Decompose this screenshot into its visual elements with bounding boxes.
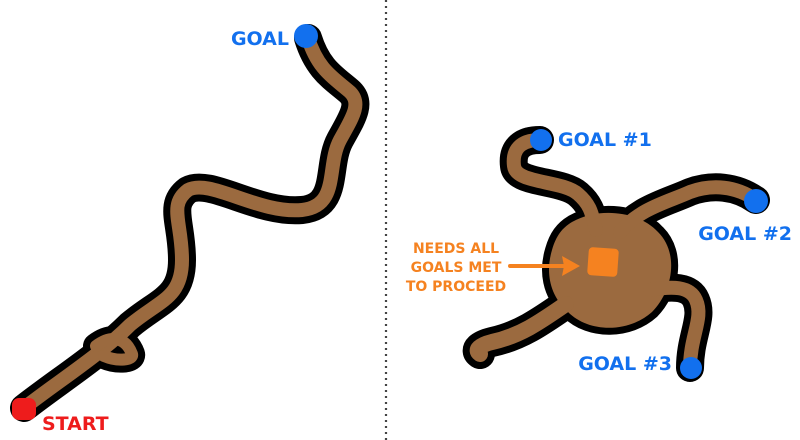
goal-3-dot (680, 357, 702, 379)
goal-3-label: GOAL #3 (578, 353, 672, 375)
gate-note-line-3: TO PROCEED (406, 279, 506, 295)
hub-level-panel: NEEDS ALL GOALS MET TO PROCEED GOAL #1 G… (406, 126, 792, 382)
gate-note-line-2: GOALS MET (411, 260, 502, 276)
goal-dot (294, 24, 318, 48)
goal-1-label: GOAL #1 (558, 129, 652, 151)
gate-arrow (508, 256, 580, 276)
hub-paths (462, 126, 770, 382)
goal-label: GOAL (231, 28, 289, 50)
start-square (12, 398, 36, 420)
goal-2-dot (744, 189, 768, 213)
goal-marker (294, 24, 318, 48)
start-label: START (42, 413, 109, 435)
goal-2-label: GOAL #2 (698, 223, 792, 245)
locked-gate-block (587, 247, 619, 277)
start-marker (12, 398, 36, 420)
gate-note: NEEDS ALL GOALS MET TO PROCEED (406, 241, 506, 295)
gate-arrow-head (562, 256, 580, 276)
gate-note-line-1: NEEDS ALL (413, 241, 499, 257)
goal-1-dot (530, 129, 552, 151)
linear-level-panel: START GOAL (10, 24, 370, 435)
linear-path (10, 24, 370, 422)
